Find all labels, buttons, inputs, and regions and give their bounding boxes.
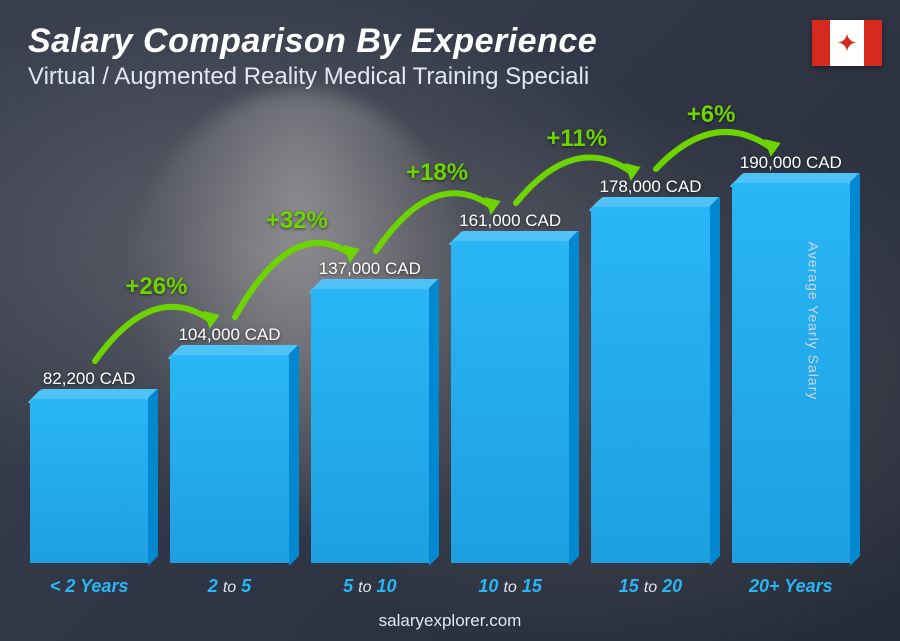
bar-group: 190,000 CAD xyxy=(732,153,850,563)
canada-flag-icon: ✦ xyxy=(812,20,882,66)
header: Salary Comparison By Experience Virtual … xyxy=(28,22,800,91)
increment-arrow-icon xyxy=(496,111,653,223)
increment-arrow-icon xyxy=(215,193,372,337)
bar xyxy=(732,183,850,563)
x-axis-label: 5 to 10 xyxy=(311,576,429,597)
bar xyxy=(30,399,148,563)
bar-group: 178,000 CAD xyxy=(591,177,709,563)
x-axis-labels: < 2 Years 2 to 5 5 to 10 10 to 15 15 to 20 20… xyxy=(30,576,850,597)
increment-arrow-icon xyxy=(636,87,793,189)
bar-group: 82,200 CAD xyxy=(30,369,148,563)
x-axis-label: 10 to 15 xyxy=(451,576,569,597)
x-axis-label: 15 to 20 xyxy=(591,576,709,597)
x-axis-label: < 2 Years xyxy=(30,576,148,597)
x-axis-label: 20+ Years xyxy=(732,576,850,597)
page-title: Salary Comparison By Experience xyxy=(28,22,800,61)
x-axis-label: 2 to 5 xyxy=(170,576,288,597)
bar xyxy=(170,355,288,563)
increment-arrow-icon xyxy=(75,259,232,381)
bar xyxy=(451,241,569,563)
y-axis-label: Average Yearly Salary xyxy=(805,241,821,400)
increment-arrow-icon xyxy=(356,145,513,271)
bar xyxy=(591,207,709,563)
footer-attribution: salaryexplorer.com xyxy=(0,611,900,631)
